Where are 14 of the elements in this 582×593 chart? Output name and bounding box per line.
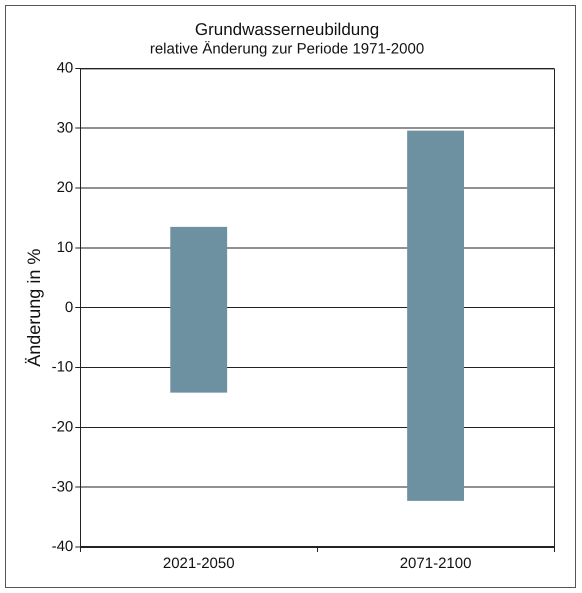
y-tick-label: 20: [56, 179, 74, 196]
chart-subtitle: relative Änderung zur Periode 1971-2000: [150, 40, 424, 58]
y-tick-label: 0: [64, 298, 74, 316]
y-tick-label: 30: [56, 119, 74, 136]
x-tick-label: 2071-2100: [400, 555, 472, 572]
x-tick-label: 2021-2050: [162, 555, 235, 572]
y-tick-label: 40: [56, 60, 74, 77]
y-tick-label: -10: [52, 358, 74, 376]
y-tick-label: -30: [52, 478, 74, 496]
y-tick-label: -40: [52, 538, 74, 556]
y-tick-label: 10: [56, 239, 74, 256]
chart-title: Grundwasserneubildung: [194, 20, 380, 39]
y-tick-label: -20: [52, 418, 74, 436]
y-axis-title: Änderung in %: [24, 248, 44, 367]
